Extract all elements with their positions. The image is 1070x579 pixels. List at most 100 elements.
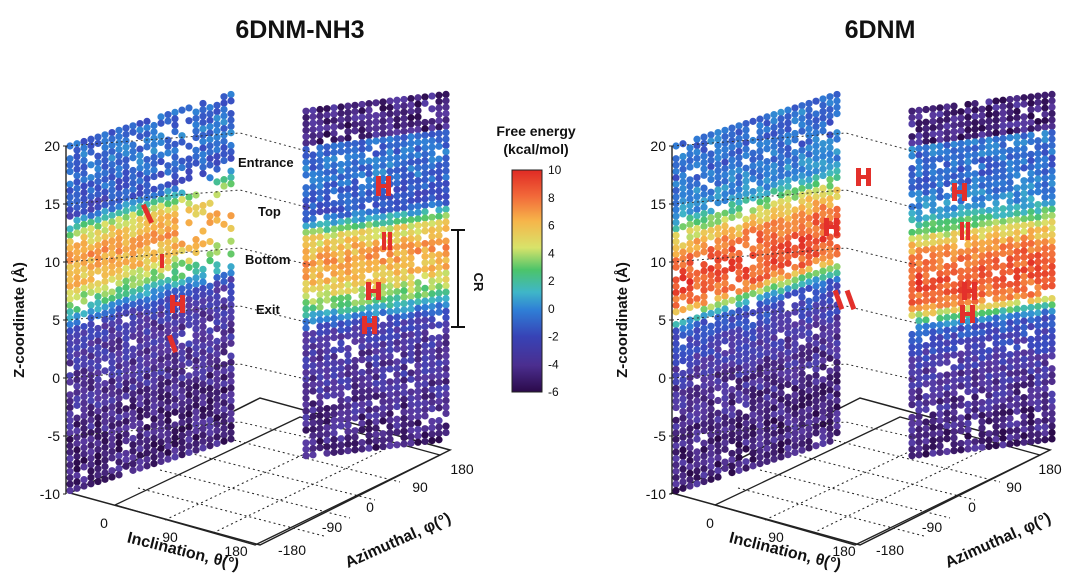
heat-point xyxy=(936,410,944,418)
heat-point xyxy=(129,173,137,181)
heat-point xyxy=(442,377,450,386)
heat-point xyxy=(129,230,137,238)
heat-point xyxy=(915,227,923,236)
heat-point xyxy=(330,276,338,284)
heat-point xyxy=(985,436,993,444)
heat-point xyxy=(199,208,207,216)
heat-point xyxy=(414,126,422,134)
heat-point xyxy=(157,394,165,402)
heat-point xyxy=(87,333,95,341)
heat-point xyxy=(686,412,694,420)
heat-point xyxy=(442,422,450,430)
heat-point xyxy=(323,309,331,317)
heat-point xyxy=(999,249,1007,257)
heat-point xyxy=(735,358,743,366)
heat-point xyxy=(108,205,116,213)
heat-point xyxy=(421,380,429,388)
heat-point xyxy=(791,404,799,412)
heat-point xyxy=(777,274,785,282)
heat-point xyxy=(1006,191,1014,199)
heat-point xyxy=(358,132,366,140)
heat-point xyxy=(94,401,102,409)
heat-point xyxy=(763,126,771,134)
heat-point xyxy=(337,269,345,277)
heat-point xyxy=(798,401,806,410)
heat-point xyxy=(791,244,799,252)
heat-point xyxy=(115,369,123,377)
heat-point xyxy=(227,307,235,315)
heat-point xyxy=(707,475,715,483)
heat-point xyxy=(693,154,701,163)
heat-point xyxy=(943,339,951,347)
heat-point xyxy=(400,389,408,397)
heat-point xyxy=(686,393,694,401)
heat-point xyxy=(66,212,74,220)
heat-point xyxy=(407,375,415,383)
heat-point xyxy=(227,110,235,118)
heat-point xyxy=(185,391,193,399)
heat-point xyxy=(985,308,993,317)
heat-point xyxy=(316,125,324,133)
heat-point xyxy=(819,165,827,173)
heat-point xyxy=(220,437,228,445)
heat-point xyxy=(1041,225,1049,233)
heat-point xyxy=(393,154,401,162)
heat-point xyxy=(999,319,1007,328)
heat-point xyxy=(1034,373,1042,381)
heat-point xyxy=(992,97,1000,105)
heat-point xyxy=(150,447,158,455)
heat-point xyxy=(749,404,757,413)
heat-point xyxy=(302,452,310,460)
heat-point xyxy=(143,290,151,298)
heat-point xyxy=(978,194,986,203)
heat-point xyxy=(129,224,137,232)
heat-point xyxy=(922,176,930,184)
heat-point xyxy=(129,434,137,443)
heat-point xyxy=(407,350,415,358)
heat-point xyxy=(351,114,359,122)
heat-point xyxy=(812,206,820,214)
heat-point xyxy=(108,377,116,385)
heat-point xyxy=(992,231,1000,239)
heat-point xyxy=(700,229,708,237)
heat-point xyxy=(985,315,993,323)
heat-point xyxy=(700,343,708,352)
heat-point xyxy=(309,170,317,178)
heat-point xyxy=(414,342,422,351)
heat-point xyxy=(749,462,757,470)
heat-point xyxy=(679,152,687,161)
heat-point xyxy=(936,302,944,310)
heat-point xyxy=(213,401,221,409)
heat-point xyxy=(1027,112,1035,120)
heat-point xyxy=(386,257,394,265)
heat-point xyxy=(421,182,429,190)
y-tick: 15 xyxy=(650,196,666,212)
heat-point xyxy=(309,381,317,389)
heat-point xyxy=(826,271,834,279)
heat-point xyxy=(971,112,979,120)
heat-point xyxy=(206,378,214,386)
heat-point xyxy=(1006,172,1014,180)
heat-point xyxy=(922,303,930,311)
label-exit: Exit xyxy=(256,302,281,317)
heat-point xyxy=(992,186,1000,195)
colorbar-tick-label: 2 xyxy=(548,274,555,288)
heat-point xyxy=(714,269,722,277)
heat-point xyxy=(337,313,345,322)
heat-point xyxy=(379,328,387,336)
heat-point xyxy=(143,379,151,387)
heat-point xyxy=(693,250,701,258)
heat-point xyxy=(679,357,687,365)
heat-point xyxy=(351,210,359,218)
heat-point xyxy=(199,112,207,120)
heat-point xyxy=(80,329,88,337)
heat-point xyxy=(372,411,380,420)
heat-point xyxy=(66,193,74,201)
heat-point xyxy=(129,415,137,423)
heat-point xyxy=(686,163,694,171)
heat-point xyxy=(129,128,137,136)
heat-point xyxy=(129,351,137,360)
heat-point xyxy=(302,158,310,166)
heat-point xyxy=(826,150,834,158)
heat-point xyxy=(777,268,785,276)
